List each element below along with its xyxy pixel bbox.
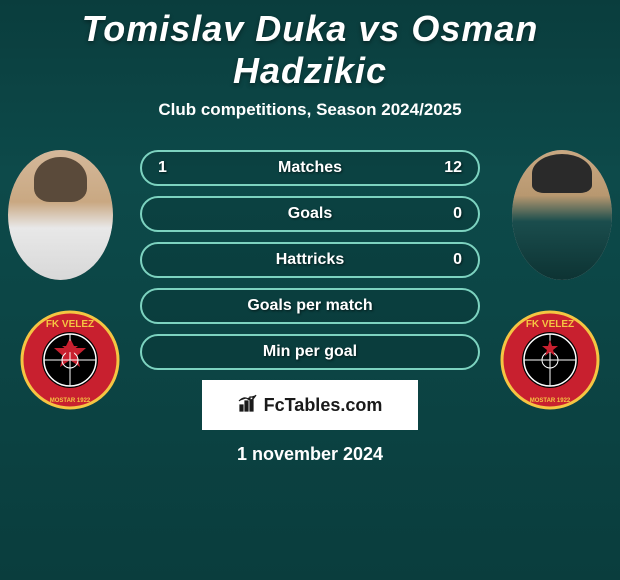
stat-label: Min per goal	[263, 343, 357, 361]
club-left-logo: FK VELEZ MOSTAR 1922	[20, 310, 120, 410]
stat-right-value: 0	[453, 251, 462, 269]
stat-label: Matches	[278, 159, 342, 177]
stat-right-value: 12	[444, 159, 462, 177]
stats-container: 1 Matches 12 Goals 0 Hattricks 0 Goals p…	[140, 150, 480, 370]
stat-label: Hattricks	[276, 251, 344, 269]
stat-right-value: 0	[453, 205, 462, 223]
svg-text:FK VELEZ: FK VELEZ	[46, 319, 94, 330]
chart-icon	[238, 393, 258, 418]
fk-velez-badge-icon: FK VELEZ MOSTAR 1922	[20, 310, 120, 410]
club-right-logo: FK VELEZ MOSTAR 1922	[500, 310, 600, 410]
player-left-photo	[8, 150, 113, 280]
stat-left-value: 1	[158, 159, 167, 177]
stat-row-min-per-goal: Min per goal	[140, 334, 480, 370]
player-right-photo	[512, 150, 612, 280]
page-title: Tomislav Duka vs Osman Hadzikic	[0, 0, 620, 92]
svg-text:MOSTAR 1922: MOSTAR 1922	[50, 398, 91, 404]
comparison-area: FK VELEZ MOSTAR 1922 FK VELEZ MOSTAR 192…	[0, 150, 620, 465]
stat-row-hattricks: Hattricks 0	[140, 242, 480, 278]
comparison-date: 1 november 2024	[10, 444, 610, 465]
fk-velez-badge-icon: FK VELEZ MOSTAR 1922	[500, 310, 600, 410]
watermark-badge: FcTables.com	[202, 380, 418, 430]
svg-text:FK VELEZ: FK VELEZ	[526, 319, 574, 330]
player-left-avatar	[8, 150, 113, 280]
stat-row-matches: 1 Matches 12	[140, 150, 480, 186]
svg-text:MOSTAR 1922: MOSTAR 1922	[530, 398, 571, 404]
watermark-text: FcTables.com	[264, 395, 383, 416]
stat-row-goals-per-match: Goals per match	[140, 288, 480, 324]
page-subtitle: Club competitions, Season 2024/2025	[0, 100, 620, 120]
player-right-avatar	[512, 150, 612, 280]
stat-row-goals: Goals 0	[140, 196, 480, 232]
stat-label: Goals per match	[247, 297, 372, 315]
stat-label: Goals	[288, 205, 332, 223]
